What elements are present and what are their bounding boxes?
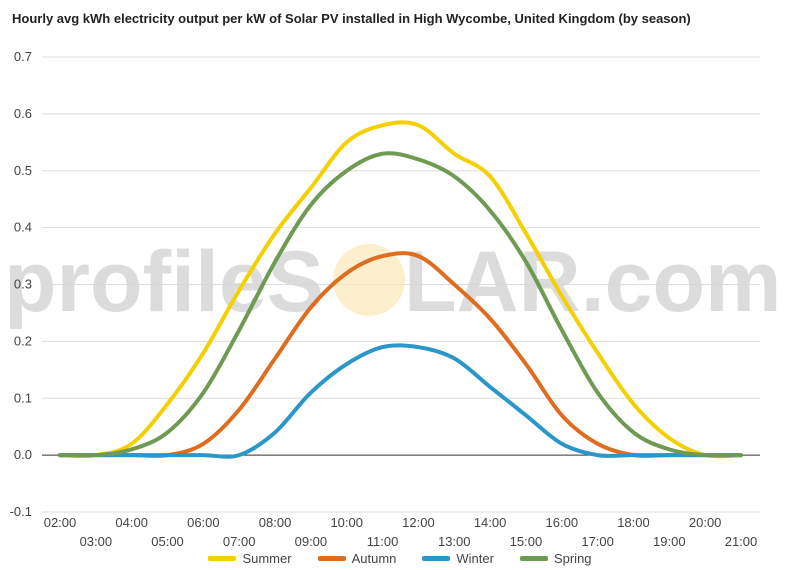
legend-label-spring: Spring — [553, 550, 592, 566]
y-tick-label: 0.2 — [14, 333, 32, 348]
x-tick-label: 13:00 — [438, 534, 471, 549]
y-tick-label: 0.0 — [14, 447, 32, 462]
legend-label-summer: Summer — [242, 550, 292, 566]
x-tick-label: 09:00 — [295, 534, 328, 549]
legend-label-autumn: Autumn — [351, 550, 397, 566]
x-tick-label: 15:00 — [510, 534, 543, 549]
legend-item-spring[interactable]: Spring — [519, 550, 592, 566]
chart-title: Hourly avg kWh electricity output per kW… — [12, 11, 691, 26]
legend: Summer Autumn Winter Spring — [0, 548, 800, 568]
x-tick-label: 03:00 — [80, 534, 113, 549]
legend-swatch-spring — [519, 555, 548, 561]
x-tick-label: 14:00 — [474, 515, 507, 530]
legend-item-autumn[interactable]: Autumn — [317, 550, 397, 566]
x-tick-label: 16:00 — [546, 515, 579, 530]
x-tick-label: 18:00 — [617, 515, 650, 530]
x-tick-label: 19:00 — [653, 534, 686, 549]
y-tick-label: -0.1 — [10, 504, 32, 519]
watermark-text-right: LAR.com — [404, 234, 781, 330]
series-line-summer[interactable] — [58, 120, 743, 459]
x-tick-label: 04:00 — [115, 515, 148, 530]
x-tick-label: 08:00 — [259, 515, 292, 530]
x-tick-label: 07:00 — [223, 534, 256, 549]
x-axis-ticks: 02:0003:0004:0005:0006:0007:0008:0009:00… — [44, 515, 758, 549]
x-tick-label: 17:00 — [581, 534, 614, 549]
x-tick-label: 05:00 — [151, 534, 184, 549]
y-tick-label: 0.5 — [14, 163, 32, 178]
legend-swatch-autumn — [317, 555, 346, 561]
legend-swatch-winter — [422, 555, 451, 561]
legend-label-winter: Winter — [456, 550, 494, 566]
series-line-spring[interactable] — [58, 151, 743, 458]
x-tick-label: 20:00 — [689, 515, 722, 530]
y-tick-label: 0.3 — [14, 277, 32, 292]
x-tick-label: 02:00 — [44, 515, 77, 530]
legend-item-summer[interactable]: Summer — [208, 550, 292, 566]
watermark: profileS LAR.com — [4, 234, 781, 330]
y-tick-label: 0.6 — [14, 106, 32, 121]
series-lines — [58, 120, 743, 459]
y-tick-label: 0.1 — [14, 390, 32, 405]
x-tick-label: 12:00 — [402, 515, 435, 530]
y-tick-label: 0.4 — [14, 220, 32, 235]
watermark-sun-icon — [333, 244, 405, 316]
legend-swatch-summer — [208, 555, 237, 561]
series-line-winter[interactable] — [58, 343, 743, 459]
x-tick-label: 10:00 — [330, 515, 363, 530]
x-tick-label: 06:00 — [187, 515, 220, 530]
x-tick-label: 11:00 — [367, 534, 399, 549]
watermark-text-left: profileS — [4, 234, 324, 330]
legend-item-winter[interactable]: Winter — [422, 551, 494, 566]
x-tick-label: 21:00 — [725, 534, 758, 549]
y-tick-label: 0.7 — [14, 49, 32, 64]
y-axis-ticks: -0.1 0.0 0.1 0.2 0.3 0.4 0.5 0.6 0.7 — [10, 49, 32, 519]
